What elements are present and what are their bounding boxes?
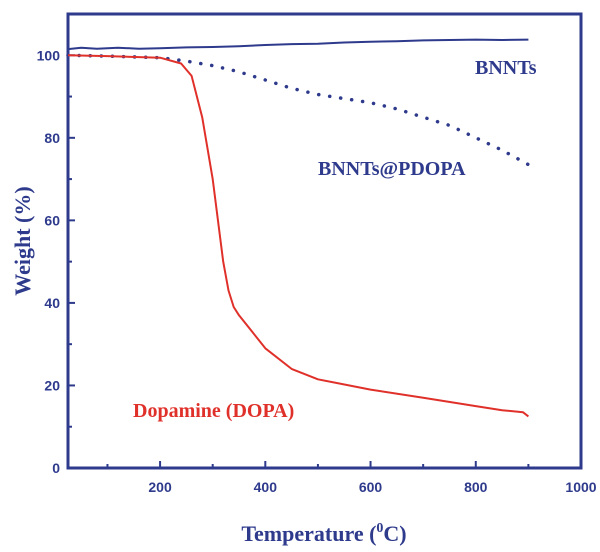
series-label-bnnts: BNNTs <box>475 57 537 79</box>
x-tick-label: 200 <box>148 479 172 495</box>
y-tick-label: 0 <box>52 460 60 476</box>
x-axis-title-end: C) <box>383 521 406 546</box>
series-line-dopamine <box>67 54 530 418</box>
x-axis-title-superscript: 0 <box>376 521 383 536</box>
series-layer <box>66 38 531 418</box>
axis-ticks: 200 400 600 800 1000 0 20 40 60 80 100 <box>37 47 597 495</box>
y-tick-label: 20 <box>44 377 60 393</box>
x-tick-label: 600 <box>359 479 383 495</box>
x-tick-label: 400 <box>254 479 278 495</box>
series-label-dopamine: Dopamine (DOPA) <box>133 400 294 422</box>
y-tick-label: 100 <box>37 47 61 63</box>
series-label-bnnts-pdopa: BNNTs@PDOPA <box>318 158 466 180</box>
y-tick-label: 80 <box>44 130 60 146</box>
x-axis-title: Temperature (0C) <box>241 521 406 546</box>
x-axis-title-main: Temperature ( <box>241 521 376 546</box>
y-tick-label: 60 <box>44 212 60 228</box>
x-tick-label: 800 <box>464 479 488 495</box>
x-tick-label: 1000 <box>565 479 596 495</box>
series-line-bnnts-pdopa <box>66 53 531 167</box>
y-axis-title: Weight (%) <box>10 186 35 295</box>
y-tick-label: 40 <box>44 295 60 311</box>
series-line-bnnts <box>67 38 529 51</box>
plot-frame <box>66 12 583 470</box>
